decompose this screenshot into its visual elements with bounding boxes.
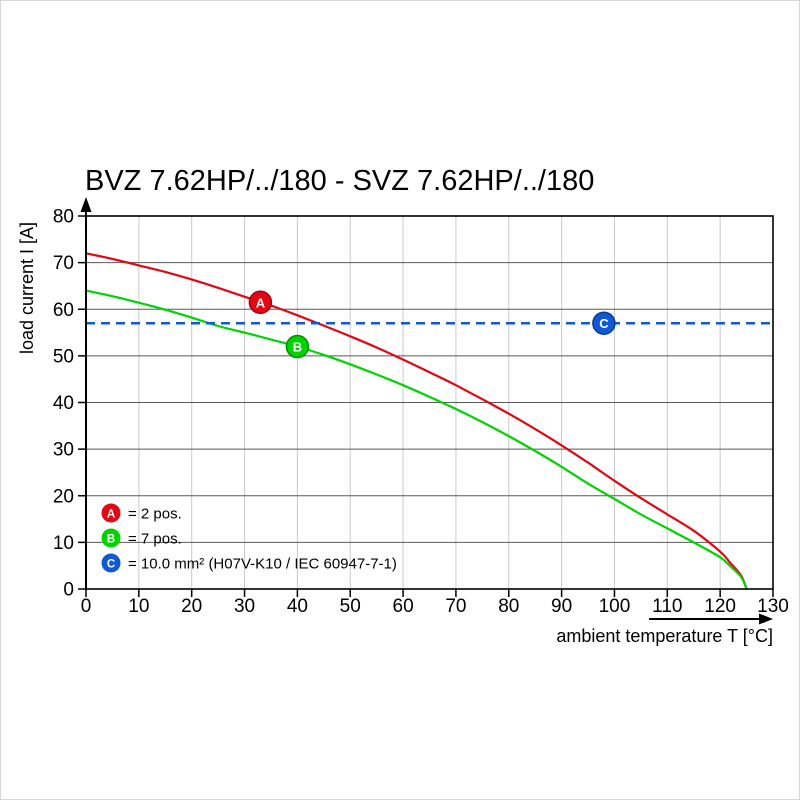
x-tick-label: 130 [757,596,789,617]
x-tick-label: 80 [498,596,519,617]
x-axis-arrowhead [759,613,773,625]
legend-marker-a [101,503,121,523]
x-tick-label: 90 [551,596,572,617]
y-axis-label: load current I [A] [17,222,37,354]
y-tick-label: 50 [53,346,74,367]
marker-A [248,290,273,315]
y-tick-label: 0 [63,580,74,601]
chart-title: BVZ 7.62HP/../180 - SVZ 7.62HP/../180 [85,165,594,197]
x-tick-label: 0 [81,596,92,617]
marker-C [592,311,616,335]
legend-marker-b [101,528,121,548]
legend-label-b: = 7 pos. [128,531,182,548]
x-tick-label: 30 [234,596,255,617]
x-tick-label: 100 [599,596,631,617]
x-tick-label: 20 [181,596,202,617]
y-tick-label: 80 [53,207,74,228]
marker-letter-A: A [256,295,266,310]
x-tick-label: 10 [128,596,149,617]
legend-marker-a-letter: A [107,509,115,521]
x-tick-label: 40 [287,596,308,617]
legend-marker-c-letter: C [107,559,115,571]
x-tick-label: 70 [445,596,466,617]
horizontal-gridlines [86,262,773,543]
curves [84,252,773,591]
marker-letter-C: C [599,316,609,331]
legend-marker-b-letter: B [107,534,115,546]
curve-B [84,289,748,591]
y-tick-label: 40 [53,393,74,414]
x-axis-label: ambient temperature T [°C] [556,626,773,646]
y-tick-label: 60 [53,300,74,321]
y-tick-label: 20 [53,486,74,507]
y-tick-label: 10 [53,533,74,554]
y-axis-arrowhead [80,197,92,212]
legend-marker-c [101,553,121,573]
y-tick-label: 30 [53,440,74,461]
legend: A = 2 pos. B = 7 pos. C = 10.0 mm² (H07V… [101,503,397,573]
curve-markers: A B C [248,290,616,359]
marker-letter-B: B [293,340,302,355]
x-tick-label: 120 [704,596,736,617]
y-tick-label: 70 [53,253,74,274]
curve-A [84,252,748,591]
legend-label-a: = 2 pos. [128,506,182,523]
marker-B [285,334,310,359]
axis-ticks: 0 10 20 30 40 50 60 70 80 90 100 110 120 130 0 10 20 30 40… [53,207,789,618]
x-tick-label: 50 [340,596,361,617]
x-tick-label: 60 [393,596,414,617]
legend-label-c: = 10.0 mm² (H07V-K10 / IEC 60947-7-1) [128,556,397,573]
x-tick-label: 110 [652,596,682,617]
